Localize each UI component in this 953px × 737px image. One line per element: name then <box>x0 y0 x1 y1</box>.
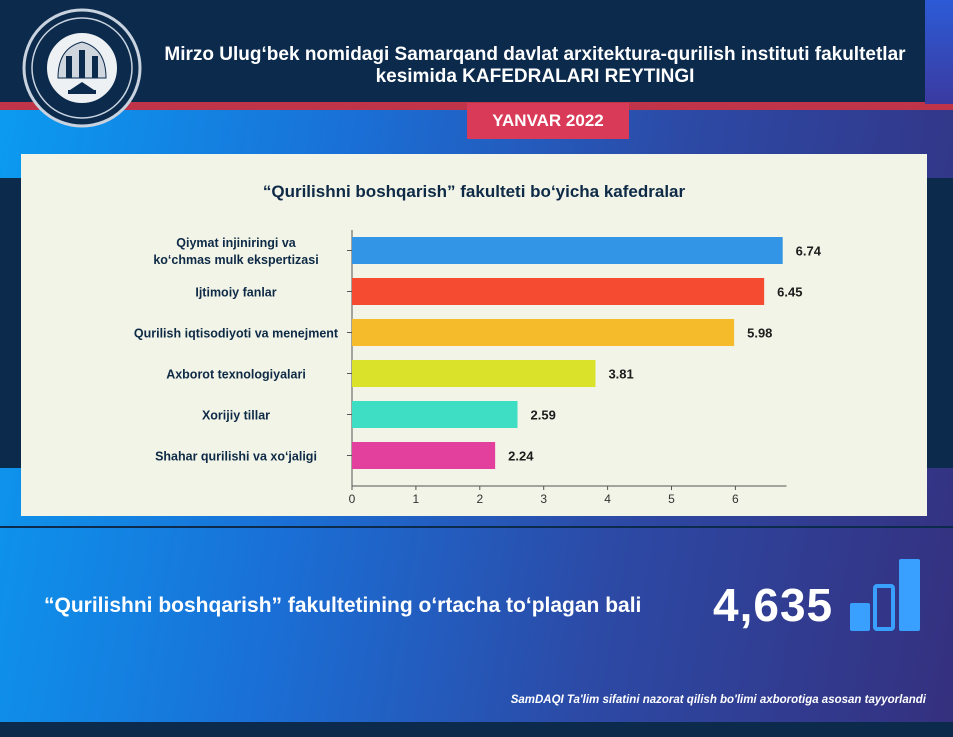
bar-value-label: 2.59 <box>531 408 556 423</box>
bar-value-label: 5.98 <box>747 326 772 341</box>
bar <box>352 237 783 264</box>
x-tick-label: 2 <box>476 492 483 506</box>
category-label: Qiymat injiniringi va <box>176 236 297 250</box>
university-seal-logo <box>22 8 142 128</box>
bottom-strip <box>0 722 953 737</box>
footer-note: SamDAQI Ta'lim sifatini nazorat qilish b… <box>510 694 926 706</box>
x-tick-label: 6 <box>732 492 739 506</box>
section-divider <box>0 526 953 528</box>
bar <box>352 401 518 428</box>
category-label: Qurilish iqtisodiyoti va menejment <box>134 327 339 341</box>
bar <box>352 319 735 346</box>
category-label: Shahar qurilishi va xo‘jaligi <box>155 450 317 464</box>
x-tick-label: 5 <box>668 492 675 506</box>
x-tick-label: 3 <box>540 492 547 506</box>
bar-value-label: 3.81 <box>608 367 633 382</box>
bar <box>352 360 596 387</box>
date-badge: YANVAR 2022 <box>467 103 629 139</box>
category-label: ko‘chmas mulk ekspertizasi <box>153 253 318 267</box>
title-line-2: kesimida KAFEDRALARI REYTINGI <box>375 66 695 87</box>
x-tick-label: 1 <box>413 492 420 506</box>
header-bar <box>0 0 953 104</box>
bar-chart: 0 1 2 3 4 5 6 6.74 Qiymat injiniringi va ko‘chmas… <box>134 230 822 506</box>
bar-chart-icon <box>846 557 924 633</box>
x-tick-label: 0 <box>349 492 356 506</box>
bar-value-label: 6.74 <box>796 244 822 259</box>
bar-value-label: 2.24 <box>508 449 534 464</box>
category-label: Axborot texnologiyalari <box>166 368 306 382</box>
header-edge <box>925 0 953 104</box>
chart-title: “Qurilishni boshqarish” fakulteti bo‘yic… <box>262 182 686 201</box>
title-line-1: Mirzo Ulug‘bek nomidagi Samarqand davlat… <box>164 44 906 65</box>
page-title: Mirzo Ulug‘bek nomidagi Samarqand davlat… <box>150 44 920 88</box>
chart-panel: “Qurilishni boshqarish” fakulteti bo‘yic… <box>21 154 927 516</box>
bar-value-label: 6.45 <box>777 285 802 300</box>
x-tick-label: 4 <box>604 492 611 506</box>
bar <box>352 278 765 305</box>
summary-label: “Qurilishni boshqarish” fakultetining o‘… <box>44 594 642 617</box>
bar <box>352 442 496 469</box>
category-label: Xorijiy tillar <box>202 409 270 423</box>
summary-value: 4,635 <box>713 579 834 631</box>
category-label: Ijtimoiy fanlar <box>195 286 276 300</box>
